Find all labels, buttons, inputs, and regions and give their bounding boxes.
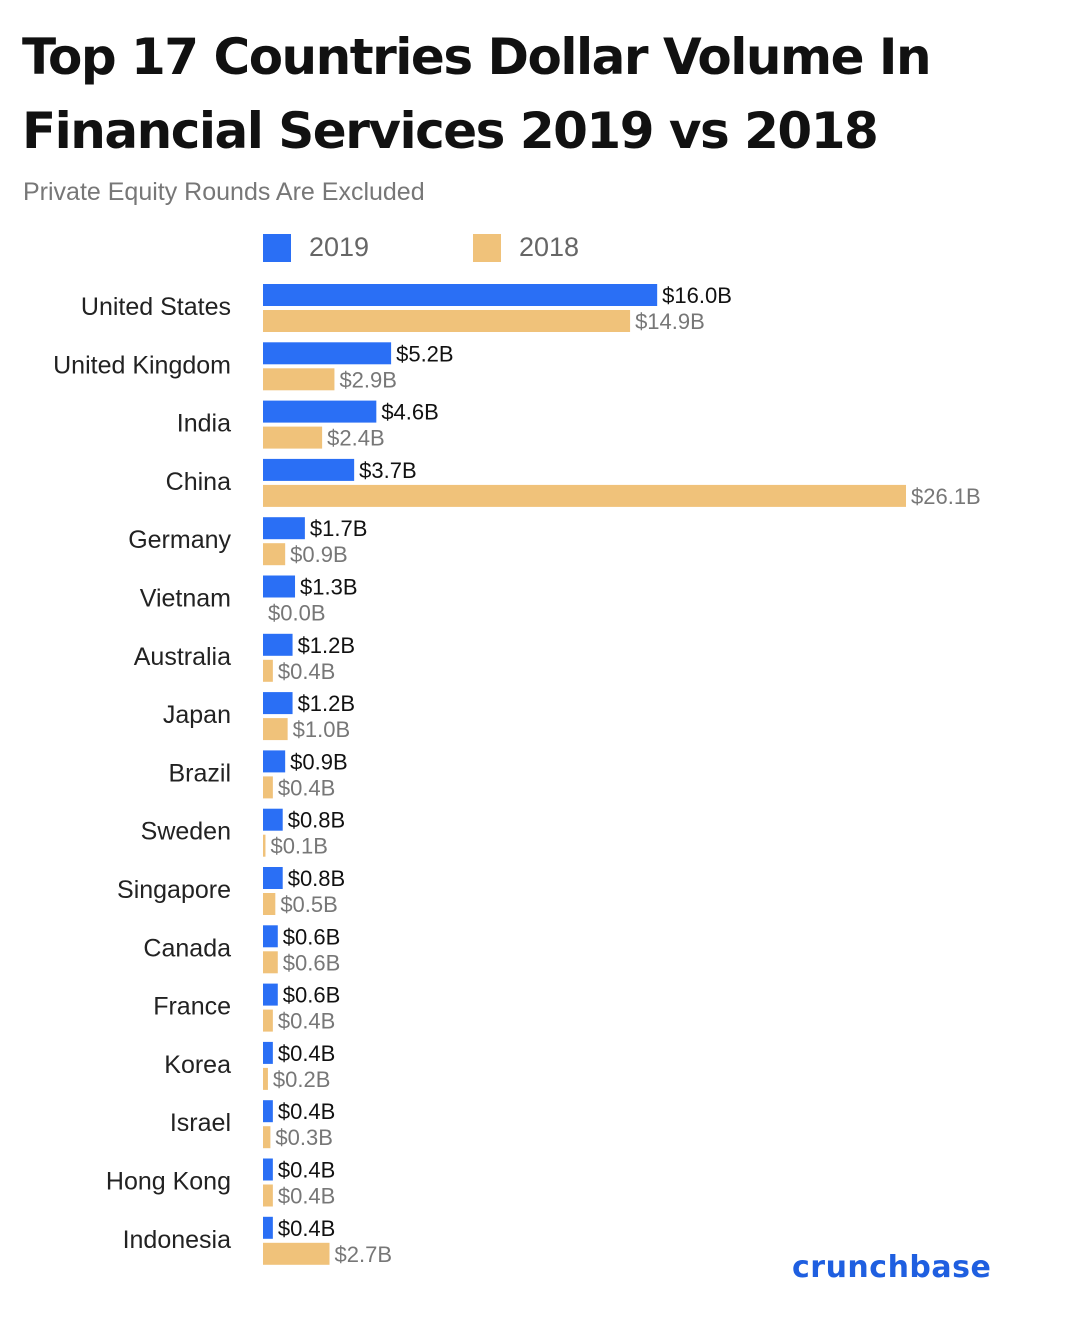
bar-2019 [263,808,283,831]
data-label-2018: $0.5B [280,892,338,917]
category-label: Korea [164,1051,231,1079]
data-label-2018: $26.1B [911,484,981,509]
data-label-2018: $0.2B [273,1067,331,1092]
category-label: Hong Kong [106,1168,231,1196]
bar-2018 [263,1242,330,1265]
bar-2018 [263,1067,268,1090]
category-label: Germany [128,526,231,554]
data-label-2019: $0.4B [278,1041,336,1066]
bar-2018 [263,893,276,915]
bar-2018 [263,484,906,507]
bar-2019 [263,750,286,773]
bar-2019 [263,925,278,948]
data-label-2019: $0.9B [290,749,348,774]
data-label-2019: $0.4B [278,1158,336,1183]
bar-2018 [263,776,273,799]
bar-2019 [263,633,293,656]
data-label-2019: $1.3B [300,575,358,600]
bar-2019 [263,692,293,715]
legend-label-2018: 2018 [519,232,580,262]
data-label-2018: $0.4B [278,775,336,800]
bar-2019 [263,1100,273,1123]
data-label-2019: $0.8B [288,866,346,891]
data-label-2019: $1.2B [298,633,356,658]
bar-2018 [263,951,278,974]
bar-2018 [263,1184,273,1207]
bar-2019 [263,342,392,365]
data-label-2019: $5.2B [396,341,454,366]
bar-2018 [263,718,288,741]
chart-title: Top 17 Countries Dollar Volume In Financ… [22,28,932,160]
bar-2018 [263,1009,273,1032]
bar-2018 [263,834,266,857]
data-label-2018: $14.9B [635,309,705,334]
category-label: Canada [143,934,231,962]
category-label: Japan [163,701,231,729]
legend-label-2019: 2019 [309,232,370,262]
data-label-2019: $0.8B [288,808,346,833]
data-label-2019: $3.7B [359,458,417,483]
data-label-2019: $16.0B [662,283,732,308]
data-label-2018: $0.4B [278,659,336,684]
bar-2019 [263,1158,273,1181]
legend-swatch-2019 [263,234,291,262]
bar-2019 [263,867,283,889]
bar-2019 [263,1041,273,1064]
bar-2019 [263,458,355,481]
data-label-2018: $2.7B [335,1242,393,1267]
bar-2019 [263,284,658,306]
category-label: Indonesia [123,1226,232,1254]
category-label: Israel [170,1109,231,1137]
crunchbase-logo: crunchbase [792,1250,992,1285]
bar-2019 [263,517,305,540]
bar-2019 [263,983,278,1006]
chart-subtitle: Private Equity Rounds Are Excluded [23,178,425,206]
category-label: Singapore [117,876,231,904]
bar-2019 [263,1216,273,1239]
bar-2019 [263,575,296,598]
data-label-2018: $2.4B [327,426,385,451]
data-label-2019: $0.4B [278,1099,336,1124]
category-label: Australia [134,643,231,671]
bar-2018 [263,310,631,332]
category-label: Brazil [168,759,231,787]
category-label: United States [81,293,231,321]
data-label-2018: $1.0B [293,717,351,742]
data-label-2018: $0.3B [275,1125,333,1150]
data-label-2019: $0.6B [283,983,341,1008]
data-label-2018: $0.0B [268,601,326,626]
bar-2018 [263,426,323,449]
bar-2019 [263,400,377,423]
data-label-2018: $0.4B [278,1184,336,1209]
bar-2018 [263,543,286,566]
data-label-2019: $0.6B [283,924,341,949]
data-label-2019: $4.6B [381,400,439,425]
category-label: China [166,468,231,496]
data-label-2019: $0.4B [278,1216,336,1241]
legend-swatch-2018 [473,234,501,262]
data-label-2019: $1.7B [310,516,368,541]
bar-2018 [263,659,273,682]
category-label: United Kingdom [53,351,231,379]
data-label-2018: $0.1B [270,834,328,859]
data-label-2019: $1.2B [298,691,356,716]
bar-2018 [263,368,335,391]
category-label: India [177,410,231,438]
data-label-2018: $2.9B [339,367,397,392]
category-label: Sweden [141,818,231,846]
data-label-2018: $0.4B [278,1009,336,1034]
bar-2018 [263,1126,271,1149]
category-label: France [153,993,231,1021]
data-label-2018: $0.6B [283,950,341,975]
data-label-2018: $0.9B [290,542,348,567]
category-label: Vietnam [140,585,231,613]
